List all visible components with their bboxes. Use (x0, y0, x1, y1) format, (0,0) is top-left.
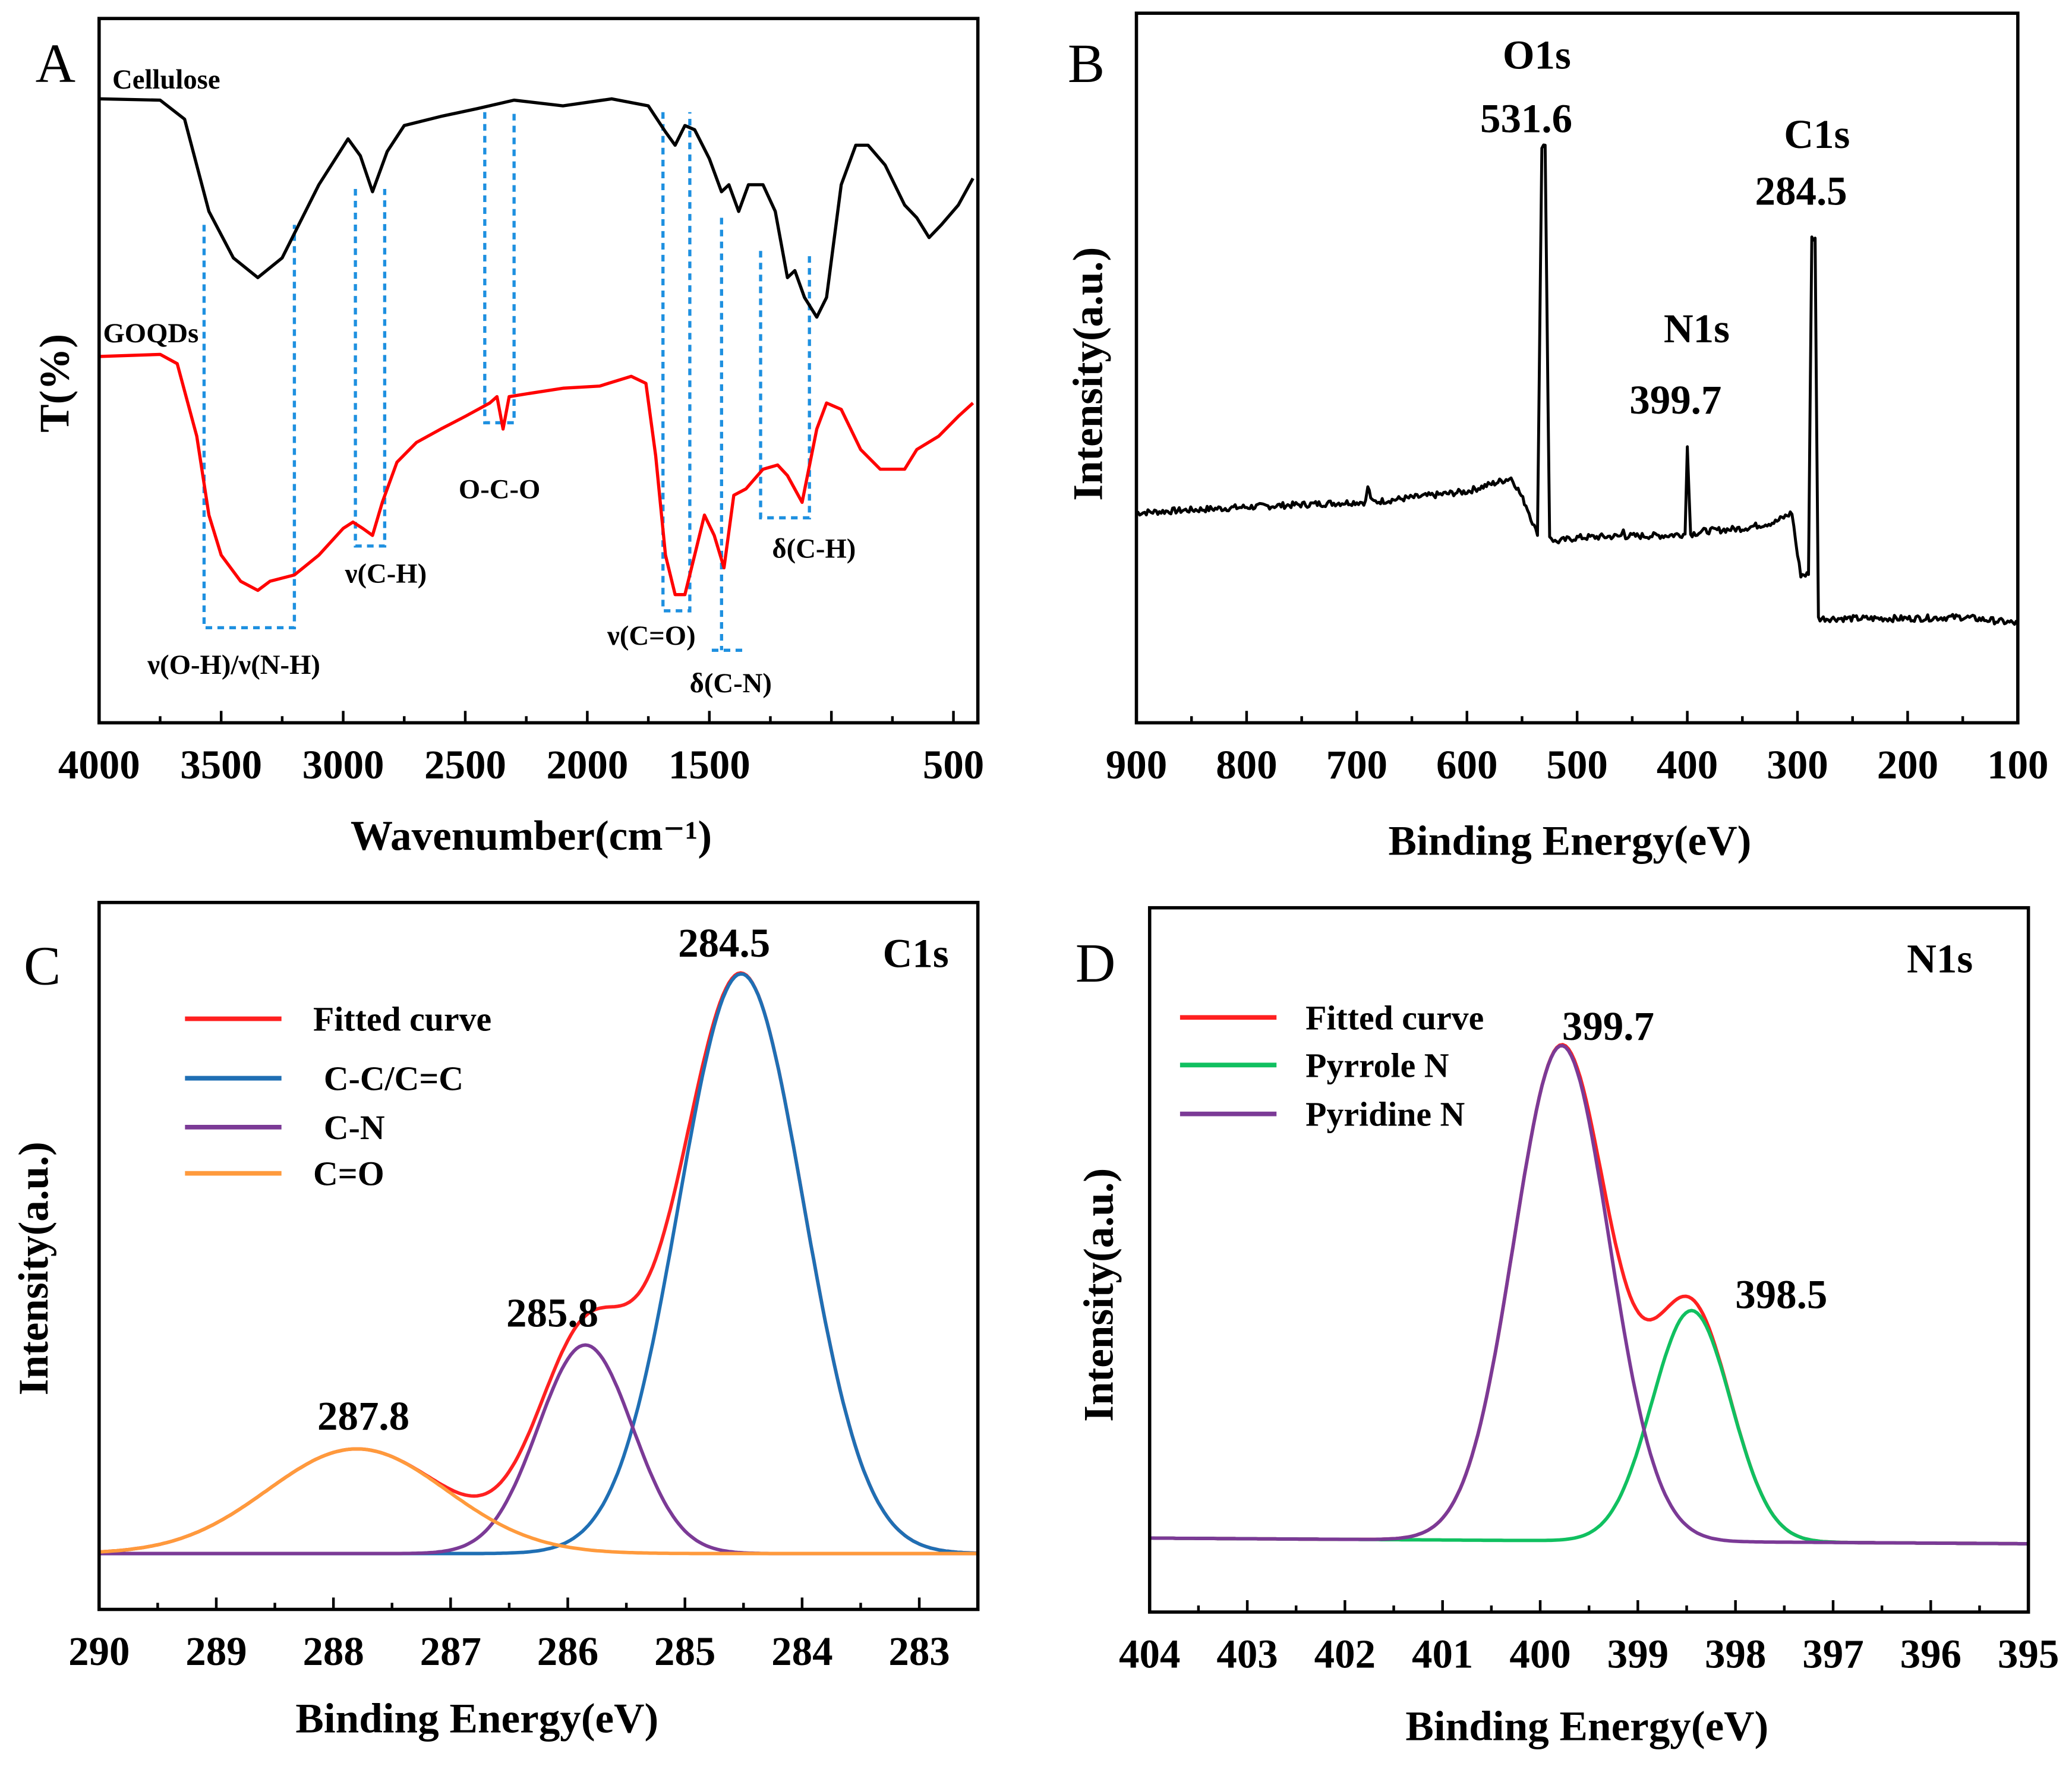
band-label: δ(C-N) (690, 668, 772, 699)
band-marker (202, 225, 297, 630)
peak-value-n1s: 399.7 (1629, 377, 1721, 422)
x-tick-label: 285 (654, 1629, 715, 1674)
panel-A: A 4000 3500 3000 2500 2000 1500 500 Wavenumber(c… (32, 17, 984, 859)
x-tick-label: 2000 (546, 742, 628, 787)
legend-label: Fitted curve (313, 1000, 491, 1039)
x-tick-label: 288 (302, 1629, 364, 1674)
series-label-cellulose: Cellulose (112, 64, 220, 95)
x-tick-label: 1500 (668, 742, 750, 787)
legend-label: C=O (313, 1155, 384, 1193)
x-tick-label: 284 (771, 1629, 832, 1674)
x-axis-title: Binding Energy(eV) (1405, 1704, 1768, 1750)
peak-name-n1s: N1s (1664, 306, 1730, 351)
x-tick-label: 402 (1314, 1631, 1376, 1676)
band-marker (354, 188, 387, 548)
band-label: δ(C-H) (772, 533, 856, 564)
x-tick-label: 396 (1900, 1631, 1961, 1676)
x-tick-label: 399 (1607, 1631, 1669, 1676)
peak-name-o1s: O1s (1503, 33, 1571, 78)
x-axis-title: Wavenumber(cm⁻¹) (351, 813, 712, 859)
panel-letter: B (1068, 33, 1105, 94)
x-tick-label: 200 (1877, 742, 1938, 787)
series-label-goqds: GOQDs (103, 318, 198, 349)
series-c-n (99, 1343, 978, 1556)
x-tick-label: 283 (888, 1629, 950, 1674)
plot-frame (97, 901, 980, 1612)
x-tick-label: 900 (1106, 742, 1167, 787)
y-axis-title: Intensity(a.u.) (1065, 247, 1112, 501)
peak-value-o1s: 531.6 (1480, 96, 1572, 141)
band-label: O-C-O (459, 474, 540, 504)
x-tick-label: 395 (1998, 1631, 2059, 1676)
panel-letter: C (24, 936, 61, 997)
peak-value-c1s: 284.5 (1755, 169, 1847, 214)
x-tick-label: 290 (68, 1629, 130, 1674)
legend-label: Pyridine N (1305, 1095, 1465, 1134)
series-goqds (99, 352, 974, 597)
x-axis-title: Binding Energy(eV) (295, 1695, 658, 1742)
band-marker (661, 112, 692, 613)
peak-label: 285.8 (506, 1291, 598, 1336)
x-tick-label: 404 (1119, 1631, 1180, 1676)
series-c-c-c-c (99, 972, 978, 1556)
band-marker (711, 217, 744, 652)
peak-name-c1s: C1s (1784, 112, 1850, 157)
peak-label: 399.7 (1562, 1004, 1654, 1049)
panel-B: B 900 800 700 600 500 400 300 200 100 Binding Ener… (1065, 11, 2049, 865)
legend-label: Fitted curve (1305, 998, 1484, 1037)
band-marker (759, 251, 811, 520)
x-tick-label: 289 (185, 1629, 247, 1674)
x-tick-label: 4000 (58, 742, 140, 787)
x-tick-label: 3500 (180, 742, 262, 787)
panel-letter: A (36, 33, 75, 94)
x-tick-label: 287 (420, 1629, 481, 1674)
y-axis-title: Intensity(a.u.) (1076, 1168, 1122, 1422)
panel-title: C1s (883, 931, 949, 976)
x-tick-label: 398 (1705, 1631, 1766, 1676)
legend-label: Pyrrole N (1305, 1046, 1449, 1084)
peak-label: 284.5 (678, 920, 770, 966)
x-tick-label: 401 (1412, 1631, 1473, 1676)
band-marker (483, 112, 516, 425)
x-tick-label: 100 (1987, 742, 2048, 787)
x-tick-label: 700 (1326, 742, 1387, 787)
legend-label: C-C/C=C (324, 1059, 463, 1098)
series-pyridine-n (1149, 1043, 2029, 1546)
x-tick-label: 403 (1216, 1631, 1278, 1676)
plot-frame (1147, 906, 2030, 1614)
series-c-o (99, 1447, 978, 1556)
x-tick-label: 600 (1436, 742, 1497, 787)
peak-label: 398.5 (1735, 1272, 1827, 1317)
panel-D: D 404 403 402 401 400 399 398 397 396 395 Binding E… (1076, 906, 2059, 1750)
y-axis-title: Intensity(a.u.) (11, 1141, 57, 1395)
x-tick-label: 286 (537, 1629, 598, 1674)
series-fitted-curve (99, 971, 978, 1555)
panel-title: N1s (1907, 936, 1973, 982)
x-tick-label: 397 (1802, 1631, 1863, 1676)
y-axis-title: T(%) (32, 334, 78, 433)
plot-frame (97, 17, 980, 725)
panel-C: C 290 289 288 287 286 285 284 283 Binding Energy(… (11, 901, 980, 1742)
band-label: ν(C-H) (345, 559, 427, 589)
x-tick-label: 500 (923, 742, 984, 787)
series-survey (1136, 143, 2019, 626)
series-pyrrole-n (1149, 1308, 2029, 1546)
band-label: ν(O-H)/ν(N-H) (147, 649, 320, 680)
band-label: ν(C=O) (607, 620, 696, 651)
x-tick-label: 500 (1546, 742, 1607, 787)
x-tick-label: 3000 (302, 742, 384, 787)
x-axis-title: Binding Energy(eV) (1389, 818, 1752, 865)
panel-letter: D (1076, 933, 1115, 994)
series-cellulose (99, 97, 974, 319)
x-tick-label: 800 (1216, 742, 1277, 787)
x-tick-label: 2500 (424, 742, 506, 787)
x-tick-label: 400 (1509, 1631, 1570, 1676)
peak-label: 287.8 (317, 1393, 409, 1439)
legend-label: C-N (324, 1108, 385, 1147)
x-tick-label: 400 (1657, 742, 1718, 787)
plot-frame (1134, 11, 2020, 725)
x-tick-label: 300 (1767, 742, 1828, 787)
